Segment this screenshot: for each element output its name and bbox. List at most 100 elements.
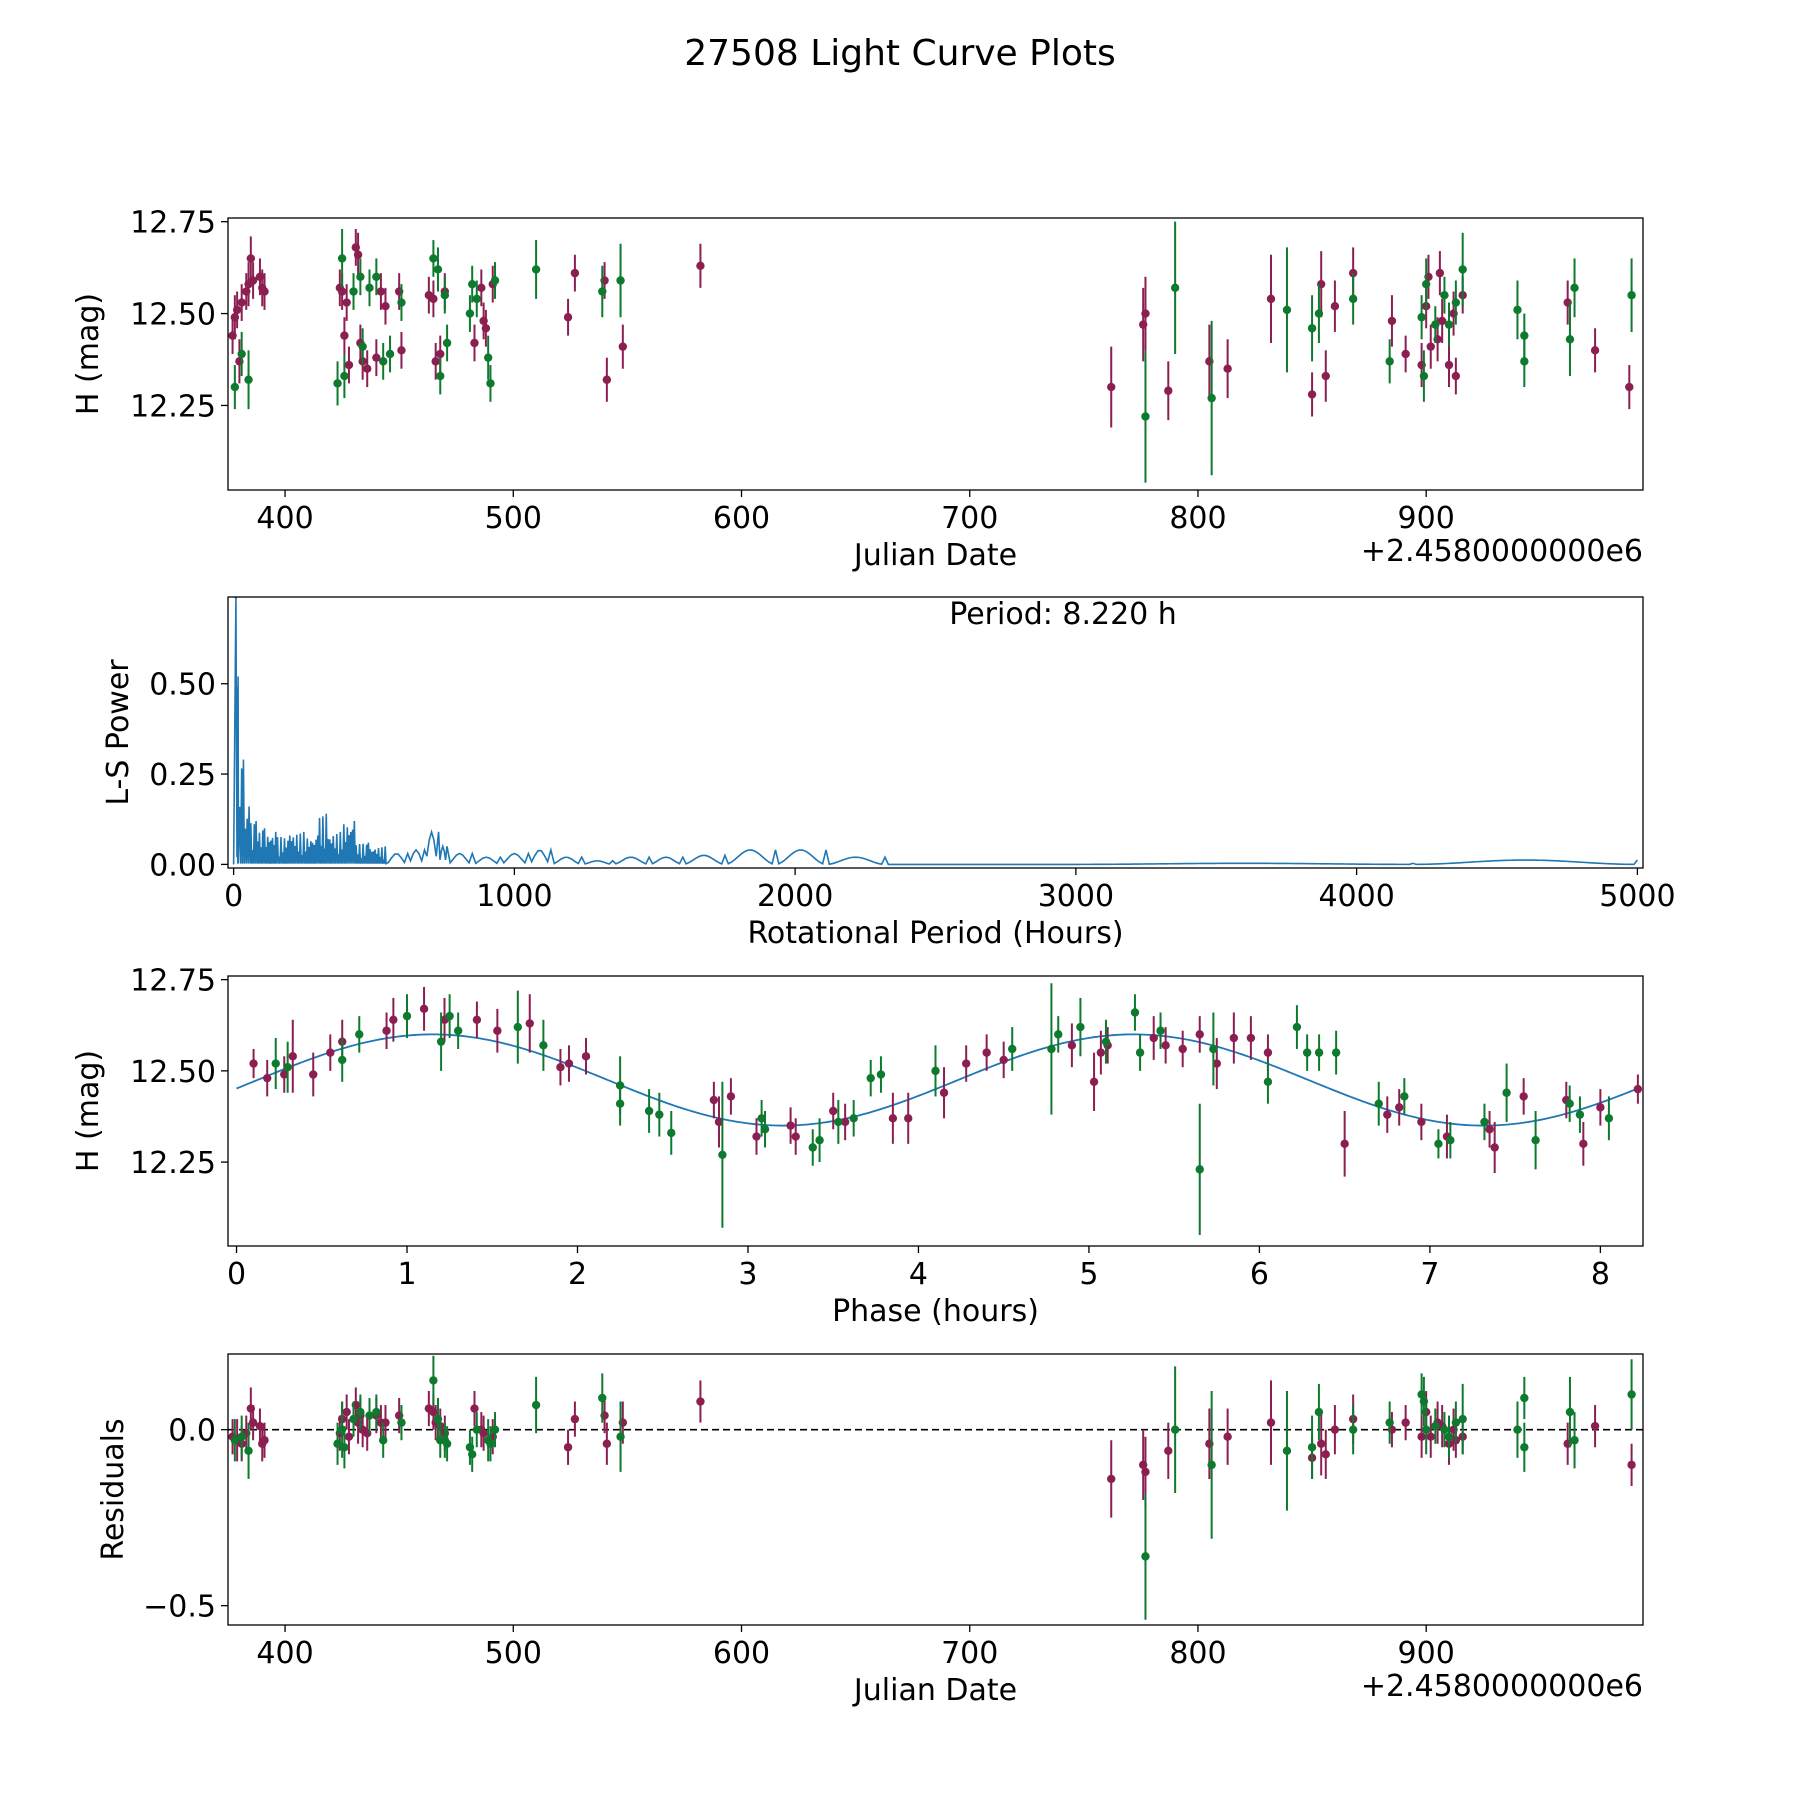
phased-data-point bbox=[472, 1015, 482, 1024]
phased-data-point bbox=[1263, 1048, 1273, 1057]
light-curve-data-point bbox=[237, 349, 246, 359]
periodogram-ylabel: L-S Power bbox=[101, 659, 136, 806]
residuals-data-point bbox=[1170, 1425, 1180, 1434]
phased-data-point bbox=[999, 1055, 1008, 1065]
phased-data-point bbox=[382, 1026, 391, 1035]
light-curve-data-point bbox=[1458, 265, 1467, 274]
light-curve-data-point bbox=[1440, 290, 1449, 300]
light-curve-data-point bbox=[1141, 412, 1150, 421]
residuals-data-point bbox=[1164, 1446, 1173, 1455]
periodogram-ytick-label: 0.00 bbox=[149, 848, 216, 883]
phased-data-point bbox=[1531, 1135, 1540, 1145]
light-curve-data-point bbox=[378, 357, 388, 366]
light-curve-xtick-label: 700 bbox=[941, 501, 998, 536]
phased-data-point bbox=[834, 1117, 843, 1127]
phased-data-point bbox=[1067, 1041, 1077, 1050]
light-curve-data-point bbox=[563, 313, 573, 322]
phased-data-point bbox=[581, 1052, 591, 1061]
light-curve-data-point bbox=[376, 287, 386, 296]
light-curve-data-point bbox=[470, 338, 479, 348]
panels: 400 500 600 700 800 90012.2512.5012.75Julian … bbox=[71, 206, 1676, 1708]
light-curve-data-point bbox=[1437, 316, 1447, 326]
phased-xtick-label: 1 bbox=[397, 1257, 416, 1292]
phased-data-point bbox=[1209, 1044, 1218, 1054]
residuals-data-point bbox=[1419, 1397, 1429, 1406]
phased-data-point bbox=[709, 1095, 719, 1105]
phased-xtick-label: 4 bbox=[909, 1257, 928, 1292]
phased-data-point bbox=[436, 1037, 446, 1046]
phased-xtick-label: 5 bbox=[1079, 1257, 1098, 1292]
phased-data-point bbox=[1400, 1092, 1409, 1101]
light-curve-data-point bbox=[333, 379, 342, 388]
residuals-xtick-label: 900 bbox=[1398, 1636, 1455, 1671]
light-curve-data-point bbox=[372, 272, 381, 282]
residuals-data-point bbox=[1207, 1460, 1216, 1470]
phased-data-point bbox=[1331, 1048, 1341, 1057]
periodogram-line bbox=[232, 597, 1639, 866]
residuals-data-point bbox=[342, 1407, 351, 1417]
light-curve-data-point bbox=[618, 342, 628, 351]
light-curve-data-point bbox=[237, 298, 246, 307]
light-curve-data-point bbox=[1627, 290, 1636, 300]
light-curve-data-point bbox=[1307, 324, 1317, 333]
light-curve-data-point bbox=[337, 287, 347, 296]
residuals-data-point bbox=[1421, 1425, 1431, 1434]
light-curve-xtick-label: 500 bbox=[485, 501, 542, 536]
residuals-data-point bbox=[237, 1432, 246, 1441]
residuals-data-point bbox=[365, 1411, 374, 1420]
residuals-data-point bbox=[1590, 1421, 1600, 1431]
light-curve-xtick-label: 400 bbox=[256, 501, 313, 536]
phased-data-point bbox=[1135, 1048, 1145, 1057]
light-curve-data-point bbox=[472, 294, 481, 304]
phased-data-point bbox=[1212, 1059, 1221, 1068]
phased-series-filter-b bbox=[271, 983, 1614, 1236]
periodogram-ytick-label: 0.50 bbox=[149, 668, 216, 703]
residuals-data-point bbox=[1317, 1439, 1326, 1448]
light-curve-data-point bbox=[246, 254, 256, 263]
light-curve-data-point bbox=[1431, 320, 1440, 329]
phased-data-point bbox=[1054, 1030, 1063, 1039]
residuals-xtick-label: 800 bbox=[1169, 1636, 1226, 1671]
phased-data-point bbox=[493, 1026, 502, 1035]
phased-data-point bbox=[1485, 1125, 1494, 1134]
phased-xtick-label: 2 bbox=[568, 1257, 587, 1292]
residuals-data-point bbox=[602, 1439, 612, 1448]
phased-data-point bbox=[326, 1048, 335, 1057]
phased-data-point bbox=[445, 1011, 454, 1021]
periodogram-panel: 0 1000 2000 3000 4000 5000 0.00 0.25 0.50 Rotatio… bbox=[101, 596, 1676, 951]
light-curve-data-point bbox=[1565, 335, 1575, 344]
light-curve-data-point bbox=[381, 302, 390, 311]
residuals-data-point bbox=[1266, 1418, 1276, 1427]
light-curve-data-point bbox=[1426, 342, 1435, 351]
phased-data-point bbox=[718, 1150, 727, 1159]
residuals-offset-text: +2.4580000000e6 bbox=[1361, 1669, 1643, 1704]
light-curve-data-point bbox=[696, 261, 705, 270]
light-curve-data-point bbox=[490, 276, 500, 285]
residuals-data-point bbox=[356, 1407, 365, 1417]
phased-data-point bbox=[791, 1132, 800, 1141]
residuals-data-point bbox=[479, 1428, 488, 1438]
light-curve-data-point bbox=[356, 272, 365, 282]
residuals-ytick-label: −0.5 bbox=[143, 1590, 216, 1625]
phased-data-point bbox=[283, 1063, 292, 1072]
light-curve-data-point bbox=[1401, 349, 1410, 359]
phased-frame bbox=[227, 975, 1644, 1247]
figure-title: 27508 Light Curve Plots bbox=[684, 33, 1116, 74]
light-curve-data-point bbox=[248, 276, 258, 285]
light-curve-data-point bbox=[349, 287, 358, 296]
light-curve-ylabel: H (mag) bbox=[71, 293, 106, 415]
phased-data-point bbox=[1096, 1048, 1106, 1057]
residuals-ytick-label: 0.0 bbox=[168, 1414, 216, 1449]
light-curve-data-point bbox=[340, 371, 349, 381]
phased-data-point bbox=[280, 1070, 289, 1079]
residuals-data-point bbox=[1627, 1390, 1636, 1399]
phased-ytick-label: 12.25 bbox=[130, 1146, 216, 1181]
residuals-xtick-label: 600 bbox=[713, 1636, 770, 1671]
light-curve-data-point bbox=[486, 379, 495, 388]
residuals-data-point bbox=[378, 1436, 388, 1445]
phased-data-point bbox=[1480, 1117, 1489, 1127]
phased-data-point bbox=[1130, 1008, 1140, 1017]
light-curve-data-point bbox=[1417, 313, 1426, 322]
light-curve-data-point bbox=[436, 371, 445, 381]
